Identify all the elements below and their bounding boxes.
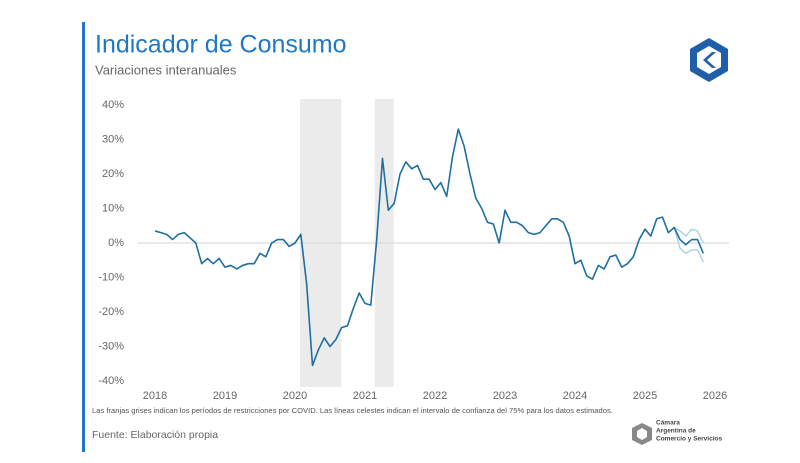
note: Las franjas grises indican los períodos … [92, 406, 613, 415]
y-tick-label: 40% [102, 99, 124, 111]
y-tick-label: -10% [98, 271, 124, 283]
x-tick-label: 2022 [423, 390, 447, 402]
x-tick-label: 2019 [213, 390, 237, 402]
y-tick-label: 30% [102, 133, 124, 145]
plot [137, 99, 729, 387]
source: Fuente: Elaboración propia [92, 429, 218, 441]
series-line [673, 226, 704, 244]
x-tick-label: 2020 [283, 390, 307, 402]
x-tick-label: 2018 [143, 390, 167, 402]
logo-text: Cámara [656, 420, 680, 427]
logo-text: Comercio y Servicios [656, 436, 722, 443]
y-tick-label: 0% [108, 237, 124, 249]
x-tick-label: 2023 [493, 390, 517, 402]
x-tick-label: 2026 [703, 390, 727, 402]
chart-title: Indicador de Consumo [95, 31, 347, 59]
y-tick-label: 20% [102, 168, 124, 180]
x-tick-label: 2021 [353, 390, 377, 402]
logo [632, 38, 728, 445]
accent-bar [82, 22, 85, 452]
series-line [673, 227, 704, 263]
y-tick-label: -20% [98, 306, 124, 318]
series-line [154, 128, 705, 367]
y-tick-label: -40% [98, 375, 124, 387]
x-tick-label: 2025 [633, 390, 657, 402]
chart-subtitle: Variaciones interanuales [95, 62, 237, 77]
y-tick-label: 10% [102, 202, 124, 214]
logo-text: Argentina de [656, 428, 696, 435]
x-tick-label: 2024 [563, 390, 587, 402]
y-tick-label: -30% [98, 340, 124, 352]
